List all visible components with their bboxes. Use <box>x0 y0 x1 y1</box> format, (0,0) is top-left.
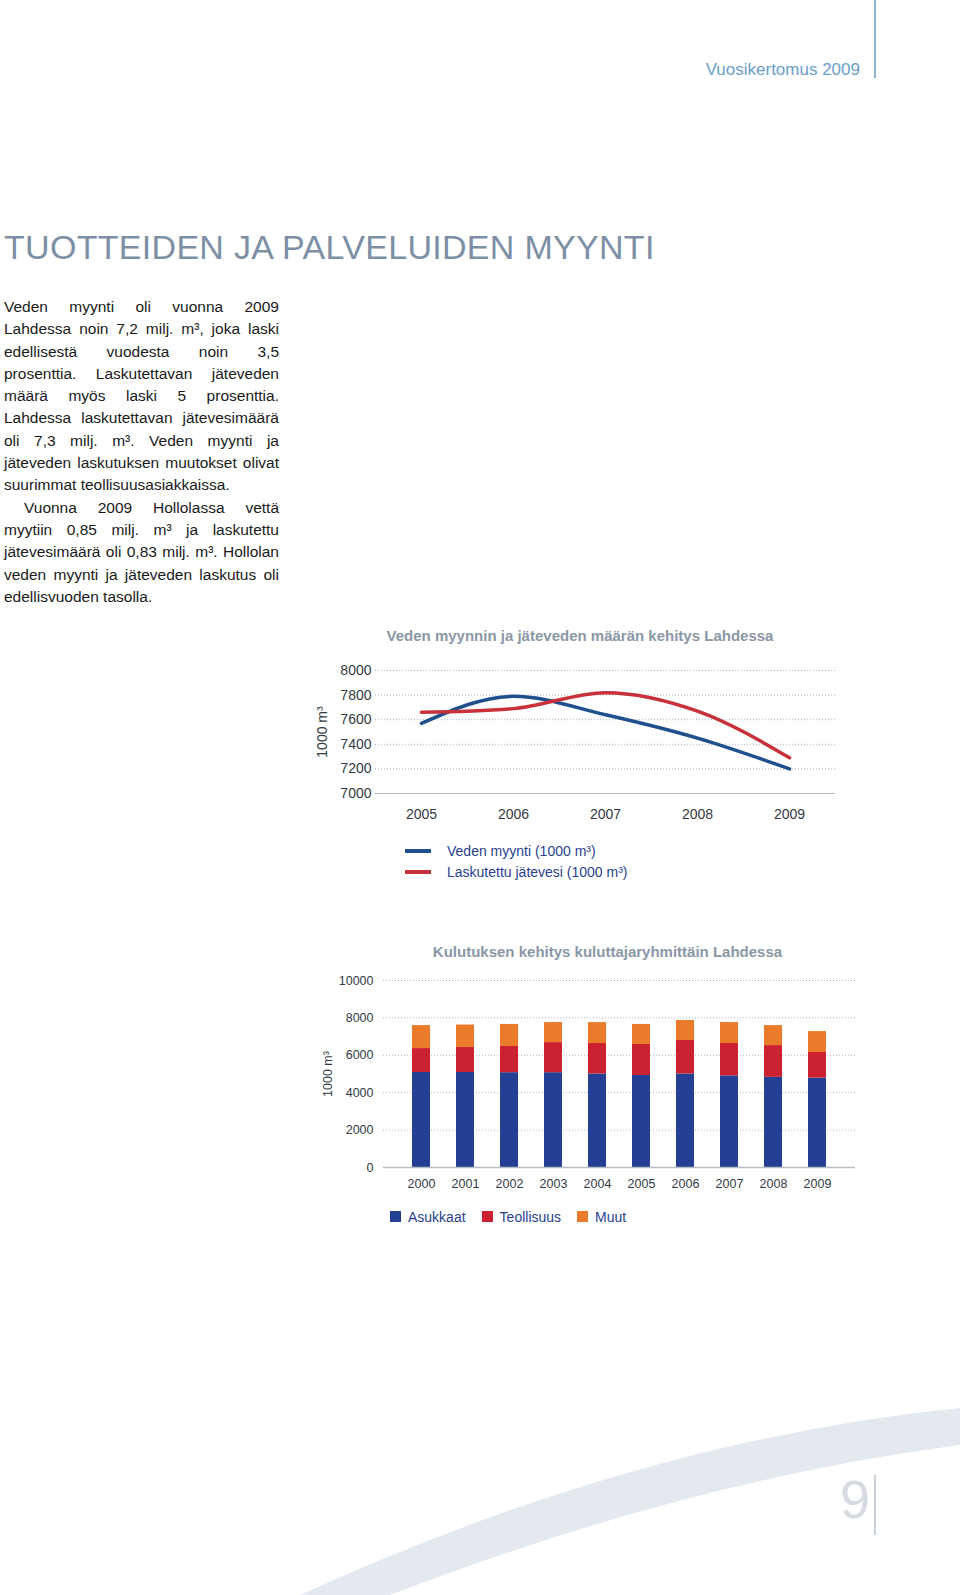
svg-text:0: 0 <box>367 1161 374 1175</box>
svg-text:4000: 4000 <box>346 1086 374 1100</box>
html-text:Veden myynti (1000 m³): Veden myynti (1000 m³) <box>447 842 596 859</box>
html-text:9: 9 <box>840 1469 870 1529</box>
svg-text:2009: 2009 <box>774 806 805 822</box>
svg-text:8000: 8000 <box>340 662 371 678</box>
svg-text:2009: 2009 <box>804 1177 832 1191</box>
html-text:Vuosikertomus 2009: Vuosikertomus 2009 <box>705 60 860 79</box>
svg-text:2005: 2005 <box>628 1177 656 1191</box>
svg-text:2001: 2001 <box>452 1177 480 1191</box>
svg-text:7400: 7400 <box>340 736 371 752</box>
html-text:Vuonna 2009 Hollolassa vettä m: Vuonna 2009 Hollolassa vettä myytiin 0,8… <box>4 498 279 605</box>
html-text:TUOTTEIDEN JA PALVELUIDEN MYYN: TUOTTEIDEN JA PALVELUIDEN MYYNTI <box>4 228 655 266</box>
svg-text:2006: 2006 <box>672 1177 700 1191</box>
html-text:Veden myynti oli vuonna 2009 L: Veden myynti oli vuonna 2009 Lahdessa no… <box>4 298 279 494</box>
html-text:Kulutuksen kehitys kuluttajary: Kulutuksen kehitys kuluttajaryhmittäin L… <box>432 943 783 960</box>
svg-text:2008: 2008 <box>682 806 713 822</box>
html-text:Asukkaat: Asukkaat <box>408 1208 466 1225</box>
svg-text:7800: 7800 <box>340 687 371 703</box>
svg-text:2004: 2004 <box>584 1177 612 1191</box>
html-text:Veden myynnin ja jäteveden mää: Veden myynnin ja jäteveden määrän kehity… <box>386 627 774 644</box>
svg-text:6000: 6000 <box>346 1048 374 1062</box>
svg-text:1000 m³: 1000 m³ <box>314 706 330 758</box>
svg-text:2006: 2006 <box>498 806 529 822</box>
svg-text:2002: 2002 <box>496 1177 524 1191</box>
svg-text:8000: 8000 <box>346 1011 374 1025</box>
html-text:Muut: Muut <box>595 1208 627 1225</box>
svg-text:2005: 2005 <box>406 806 437 822</box>
svg-text:7600: 7600 <box>340 711 371 727</box>
html-text:Teollisuus: Teollisuus <box>499 1208 562 1225</box>
svg-text:2003: 2003 <box>540 1177 568 1191</box>
html-text:Laskutettu jätevesi (1000 m³): Laskutettu jätevesi (1000 m³) <box>447 863 628 880</box>
svg-text:10000: 10000 <box>339 974 374 988</box>
svg-text:2007: 2007 <box>590 806 621 822</box>
svg-text:2000: 2000 <box>408 1177 436 1191</box>
svg-text:7000: 7000 <box>340 785 371 801</box>
svg-text:7200: 7200 <box>340 760 371 776</box>
svg-text:2007: 2007 <box>716 1177 744 1191</box>
svg-text:2000: 2000 <box>346 1123 374 1137</box>
svg-text:1000 m³: 1000 m³ <box>321 1051 335 1097</box>
svg-text:2008: 2008 <box>760 1177 788 1191</box>
